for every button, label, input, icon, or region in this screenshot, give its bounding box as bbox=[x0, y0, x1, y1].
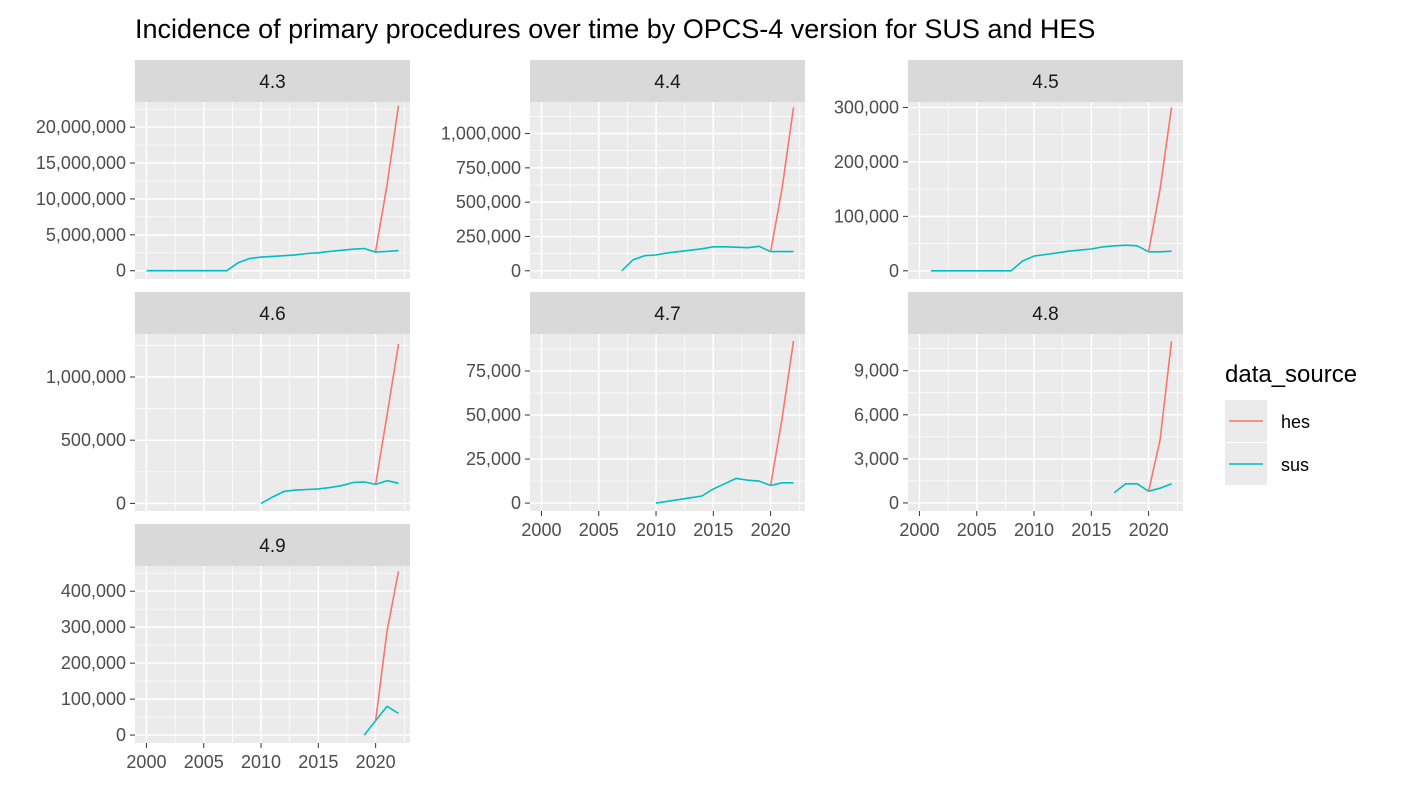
facet-strip-label: 4.7 bbox=[654, 304, 680, 325]
series-line-hes bbox=[374, 343, 400, 485]
x-tick-label: 2000 bbox=[521, 520, 561, 540]
y-tick-label: 0 bbox=[116, 493, 126, 513]
facet-strip-label: 4.4 bbox=[654, 72, 681, 93]
legend-title: data_source bbox=[1225, 361, 1357, 388]
x-tick-label: 2015 bbox=[693, 520, 733, 540]
y-tick-label: 200,000 bbox=[834, 152, 899, 172]
plot-background bbox=[530, 334, 805, 511]
plot-background bbox=[135, 566, 410, 743]
x-tick-label: 2010 bbox=[636, 520, 676, 540]
y-tick-label: 0 bbox=[511, 261, 521, 281]
legend: data_source hes sus bbox=[1225, 361, 1357, 485]
y-tick-label: 20,000,000 bbox=[36, 117, 126, 137]
y-tick-label: 10,000,000 bbox=[36, 189, 126, 209]
y-tick-label: 100,000 bbox=[61, 689, 126, 709]
chart-title: Incidence of primary procedures over tim… bbox=[135, 14, 1095, 44]
y-tick-label: 1,000,000 bbox=[46, 367, 126, 387]
y-tick-label: 9,000 bbox=[854, 361, 899, 381]
y-tick-label: 500,000 bbox=[61, 430, 126, 450]
legend-label-hes: hes bbox=[1281, 412, 1310, 432]
x-tick-label: 2020 bbox=[1129, 520, 1169, 540]
x-tick-label: 2020 bbox=[356, 752, 396, 772]
series-line-hes bbox=[769, 107, 795, 252]
series-line-sus bbox=[621, 245, 794, 272]
facet-panel-4.7: 4.7 0 25,000 50,000 75,000 2000 2005 2010 2015 20… bbox=[466, 292, 805, 540]
y-tick-label: 0 bbox=[511, 493, 521, 513]
x-tick-label: 2005 bbox=[957, 520, 997, 540]
y-tick-label: 0 bbox=[889, 261, 899, 281]
y-tick-label: 400,000 bbox=[61, 581, 126, 601]
facet-panels: 4.3 0 5,000,000 10,000,000 15,000,000 20,000,… bbox=[36, 60, 1183, 772]
facet-strip bbox=[135, 524, 410, 566]
y-tick-label: 15,000,000 bbox=[36, 153, 126, 173]
x-tick-label: 2010 bbox=[1014, 520, 1054, 540]
y-tick-label: 500,000 bbox=[456, 192, 521, 212]
y-tick-label: 300,000 bbox=[61, 617, 126, 637]
plot-background bbox=[530, 102, 805, 279]
series-line-hes bbox=[1147, 107, 1173, 252]
facet-strip bbox=[135, 60, 410, 102]
series-line-sus bbox=[363, 705, 399, 736]
y-tick-label: 1,000,000 bbox=[441, 124, 521, 144]
facet-strip-label: 4.5 bbox=[1032, 72, 1058, 93]
y-tick-label: 50,000 bbox=[466, 405, 521, 425]
y-tick-label: 100,000 bbox=[834, 206, 899, 226]
facet-strip bbox=[530, 60, 805, 102]
y-tick-label: 200,000 bbox=[61, 653, 126, 673]
series-line-hes bbox=[374, 105, 400, 252]
y-tick-label: 6,000 bbox=[854, 405, 899, 425]
y-tick-label: 75,000 bbox=[466, 361, 521, 381]
facet-strip bbox=[908, 292, 1183, 334]
y-tick-label: 0 bbox=[116, 261, 126, 281]
y-tick-label: 750,000 bbox=[456, 158, 521, 178]
x-tick-label: 2015 bbox=[1071, 520, 1111, 540]
facet-strip-label: 4.6 bbox=[259, 304, 285, 325]
facet-strip bbox=[908, 60, 1183, 102]
series-line-sus bbox=[930, 244, 1172, 272]
x-tick-label: 2000 bbox=[899, 520, 939, 540]
series-line-hes bbox=[374, 571, 400, 721]
y-tick-label: 0 bbox=[116, 725, 126, 745]
series-line-sus bbox=[146, 247, 399, 272]
x-tick-label: 2005 bbox=[184, 752, 224, 772]
series-line-hes bbox=[1147, 341, 1173, 492]
plot-background bbox=[908, 102, 1183, 279]
y-tick-label: 5,000,000 bbox=[46, 225, 126, 245]
series-line-hes bbox=[769, 340, 795, 486]
x-tick-label: 2000 bbox=[126, 752, 166, 772]
y-tick-label: 0 bbox=[889, 493, 899, 513]
facet-strip bbox=[135, 292, 410, 334]
facet-panel-4.8: 4.8 0 3,000 6,000 9,000 2000 2005 2010 2015 2020 bbox=[854, 292, 1183, 540]
facet-strip bbox=[530, 292, 805, 334]
facet-panel-4.9: 4.9 0 100,000 200,000 300,000 400,000 2000 2005… bbox=[61, 524, 410, 772]
plot-background bbox=[135, 334, 410, 511]
plot-background bbox=[908, 334, 1183, 511]
plot-background bbox=[135, 102, 410, 279]
facet-strip-label: 4.9 bbox=[259, 536, 285, 557]
y-tick-label: 3,000 bbox=[854, 449, 899, 469]
y-tick-label: 300,000 bbox=[834, 97, 899, 117]
x-tick-label: 2015 bbox=[298, 752, 338, 772]
facet-strip-label: 4.8 bbox=[1032, 304, 1058, 325]
facet-panel-4.5: 4.5 0 100,000 200,000 300,000 bbox=[834, 60, 1183, 281]
y-tick-label: 25,000 bbox=[466, 449, 521, 469]
facet-panel-4.3: 4.3 0 5,000,000 10,000,000 15,000,000 20,000,… bbox=[36, 60, 410, 281]
x-tick-label: 2020 bbox=[751, 520, 791, 540]
facet-panel-4.6: 4.6 0 500,000 1,000,000 bbox=[46, 292, 410, 513]
x-tick-label: 2010 bbox=[241, 752, 281, 772]
facet-panel-4.4: 4.4 0 250,000 500,000 750,000 1,000,000 bbox=[441, 60, 805, 281]
legend-label-sus: sus bbox=[1281, 455, 1309, 475]
series-line-sus bbox=[1113, 482, 1172, 494]
y-tick-label: 250,000 bbox=[456, 226, 521, 246]
x-tick-label: 2005 bbox=[579, 520, 619, 540]
facet-strip-label: 4.3 bbox=[259, 72, 285, 93]
